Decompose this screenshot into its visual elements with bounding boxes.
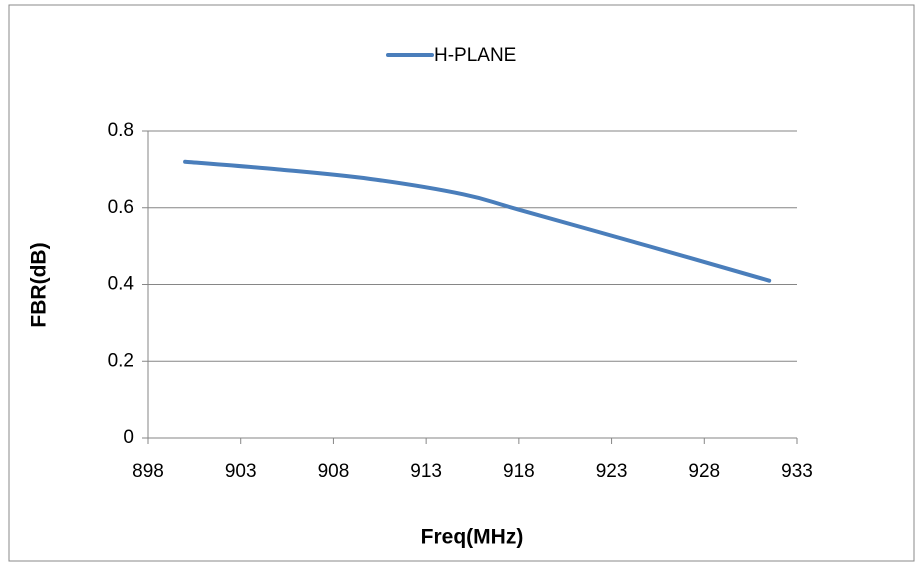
y-tick-label: 0.2 <box>108 350 134 371</box>
y-tick-label: 0.6 <box>108 197 134 218</box>
x-tick-label: 913 <box>410 461 442 482</box>
x-axis-label: Freq(MHz) <box>421 526 524 549</box>
x-tick-label: 898 <box>132 461 164 482</box>
y-tick-label: 0 <box>123 427 134 448</box>
y-tick-label: 0.8 <box>108 120 134 141</box>
y-tick-label: 0.4 <box>108 274 135 295</box>
x-tick-label: 918 <box>503 461 535 482</box>
chart-border <box>8 4 915 562</box>
x-tick-label: 928 <box>688 461 720 482</box>
y-axis-label: FBR(dB) <box>28 242 51 327</box>
x-tick-label: 933 <box>781 461 813 482</box>
x-tick-label: 923 <box>596 461 628 482</box>
legend-label: H-PLANE <box>434 45 516 66</box>
data-line <box>183 159 772 283</box>
x-tick-label: 908 <box>318 461 350 482</box>
x-tick-label: 903 <box>225 461 257 482</box>
